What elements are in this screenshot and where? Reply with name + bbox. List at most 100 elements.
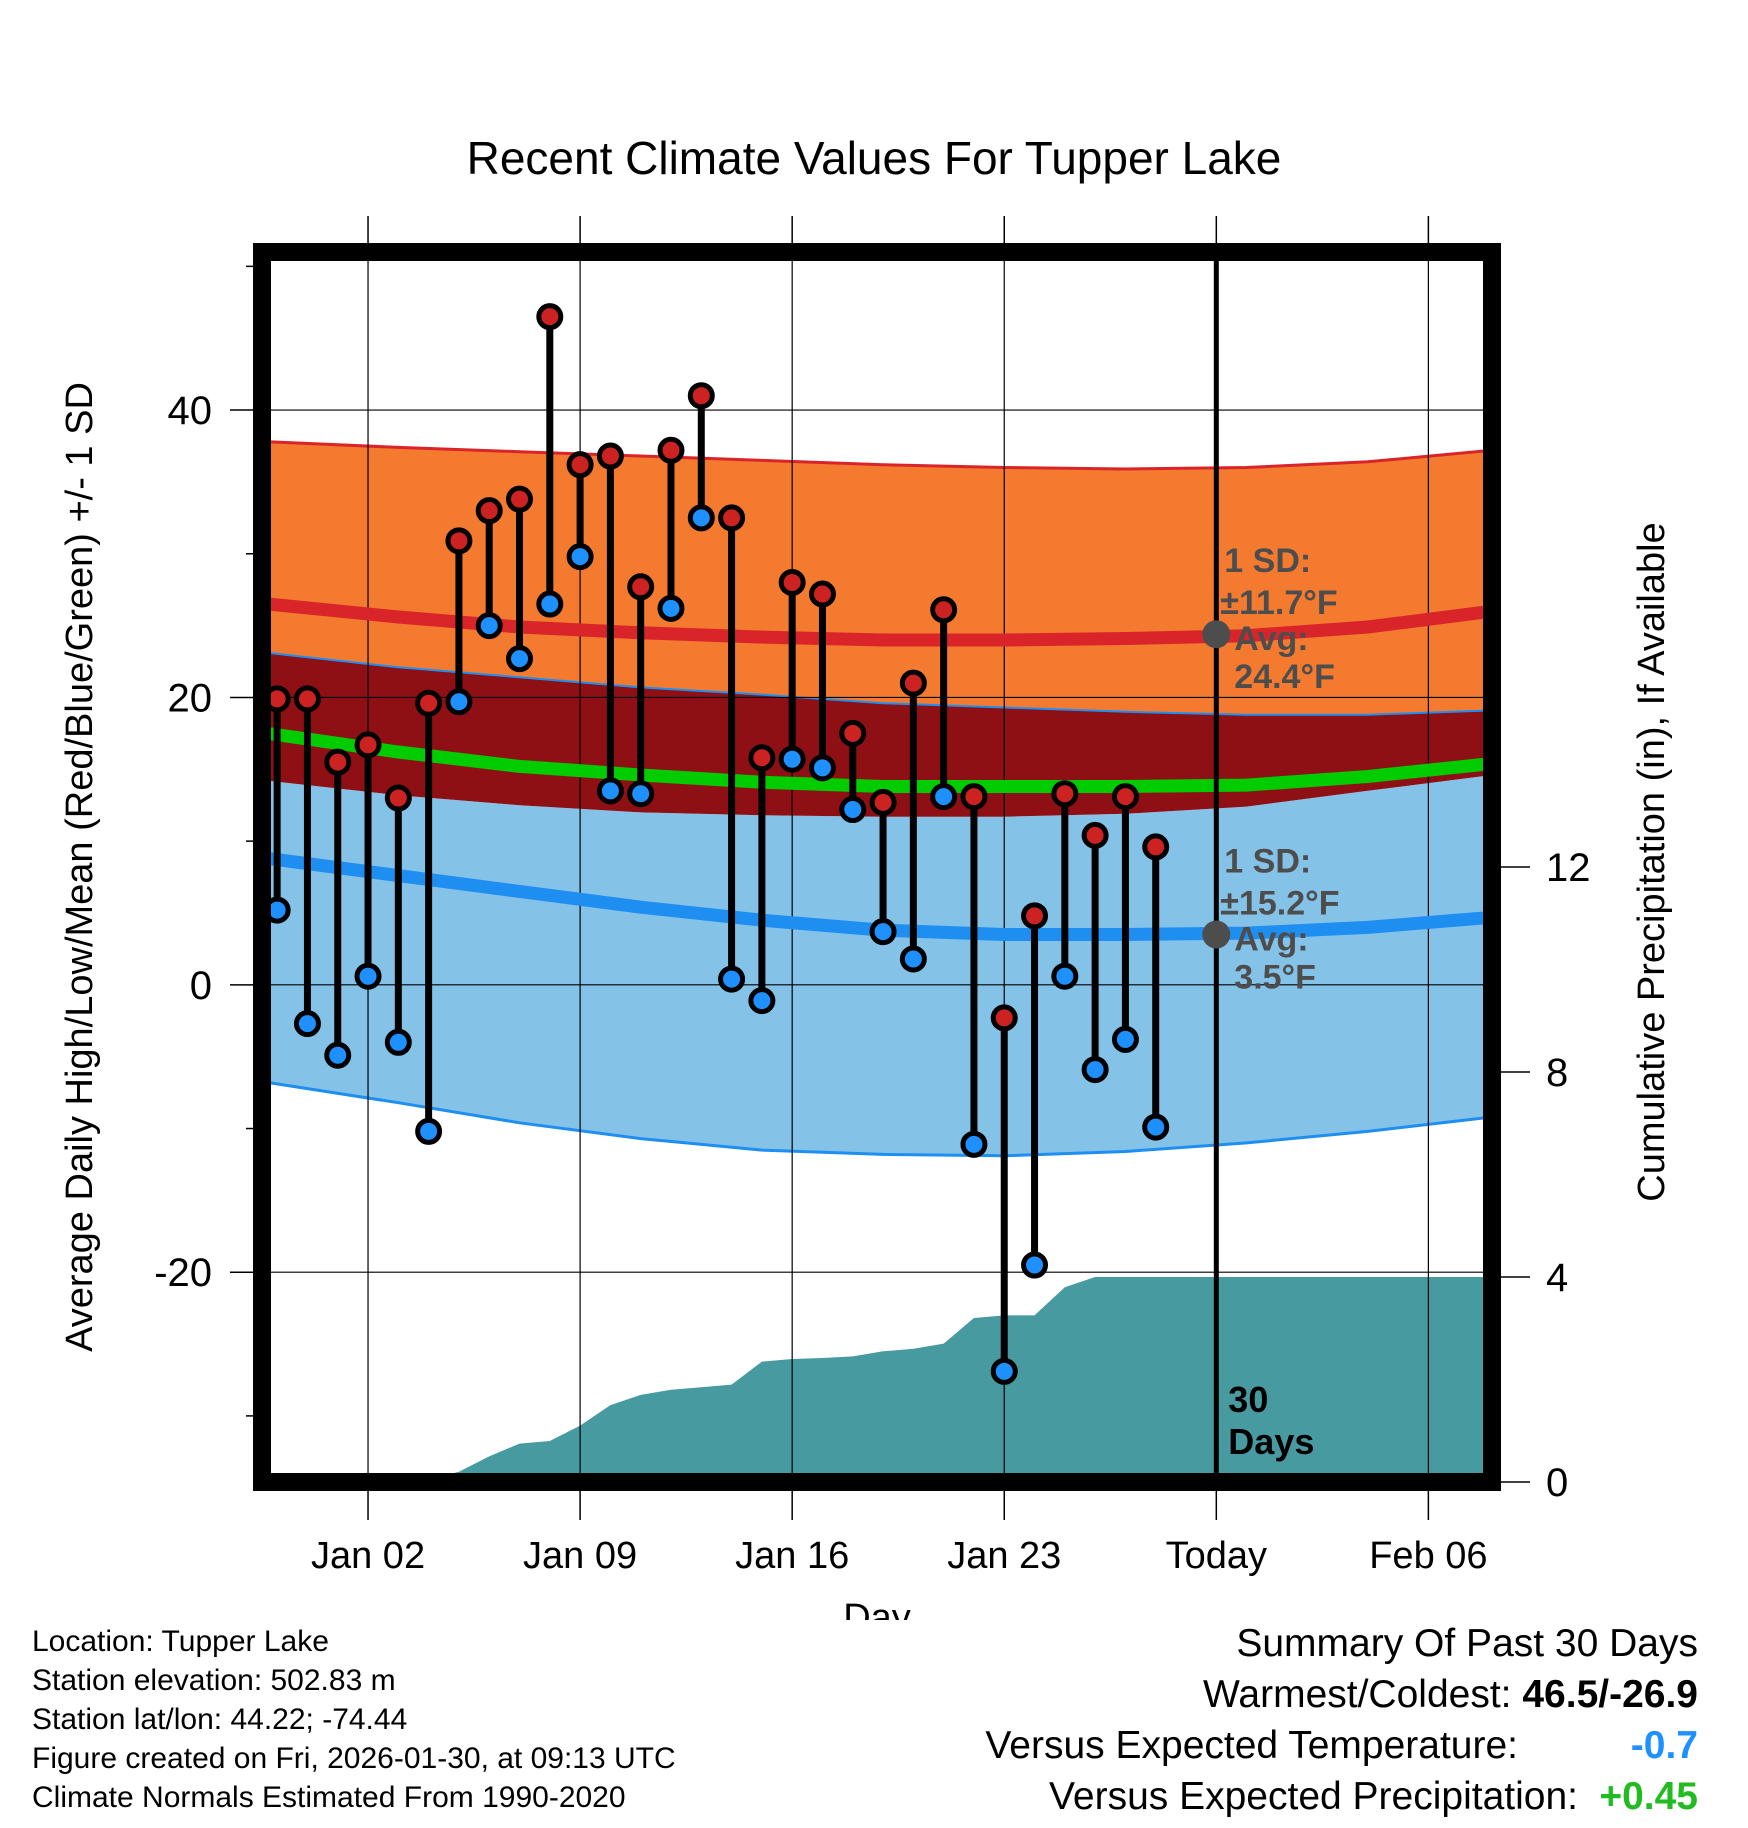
daily-high-dot	[627, 573, 655, 601]
daily-high-dot	[1021, 902, 1049, 930]
high-annotation-line: 24.4°F	[1234, 658, 1335, 696]
chart-title: Recent Climate Values For Tupper Lake	[467, 132, 1282, 184]
daily-low-dot	[506, 645, 534, 673]
y2-tick-label: 0	[1546, 1461, 1568, 1505]
x-tick-label: Jan 16	[735, 1535, 849, 1577]
x-tick-label: Jan 23	[947, 1535, 1061, 1577]
daily-high-dot	[869, 788, 897, 816]
daily-low-dot	[566, 543, 594, 571]
days-label-text: Days	[1228, 1421, 1314, 1462]
axes: Jan 02 Jan 09 Jan 16 Jan 23 Today Feb 06 -20 0 2…	[59, 216, 1673, 1620]
plot-frame	[253, 243, 1501, 1491]
warmest-row: Warmest/Coldest: 46.5/-26.9	[985, 1669, 1698, 1720]
daily-high-dot	[445, 527, 473, 555]
daily-high-dot	[566, 451, 594, 479]
summary-title: Summary Of Past 30 Days	[1236, 1622, 1698, 1665]
daily-high-dot	[657, 436, 685, 464]
x-axis-label: Day	[843, 1597, 911, 1620]
x-tick-label: Feb 06	[1369, 1535, 1487, 1577]
x-tick-label: Jan 09	[523, 1535, 637, 1577]
y-tick-label: 20	[168, 676, 213, 720]
daily-values	[263, 303, 1170, 1385]
daily-high-dot	[687, 382, 715, 410]
precip-value: +0.45	[1599, 1775, 1698, 1818]
y-tick-label: -20	[154, 1251, 212, 1295]
daily-low-dot	[899, 945, 927, 973]
daily-low-dot	[1051, 962, 1079, 990]
warmest-label: Warmest/Coldest:	[1203, 1673, 1512, 1716]
daily-low-dot	[930, 783, 958, 811]
daily-low-dot	[808, 754, 836, 782]
daily-low-dot	[627, 780, 655, 808]
y-axis-label: Average Daily High/Low/Mean (Red/Blue/Gr…	[59, 382, 101, 1352]
station-info: Location: Tupper Lake Station elevation:…	[32, 1622, 676, 1817]
temp-label: Versus Expected Temperature:	[985, 1724, 1518, 1767]
x-tick-label: Jan 02	[311, 1535, 425, 1577]
daily-low-dot	[718, 965, 746, 993]
daily-low-dot	[293, 1010, 321, 1038]
daily-high-dot	[415, 689, 443, 717]
latlon-text: Station lat/lon: 44.22; -74.44	[32, 1703, 408, 1736]
daily-high-dot	[506, 485, 534, 513]
daily-high-dot	[475, 497, 503, 525]
y2-tick-label: 4	[1546, 1256, 1568, 1300]
daily-low-dot	[960, 1130, 988, 1158]
daily-high-dot	[808, 580, 836, 608]
daily-high-dot	[718, 504, 746, 532]
precip-label: Versus Expected Precipitation:	[1049, 1775, 1578, 1818]
high-lower-edge	[267, 651, 1493, 716]
days-label-number: 30	[1228, 1379, 1268, 1420]
climate-chart: Recent Climate Values For Tupper Lake 30…	[59, 132, 1673, 1620]
normals-text: Climate Normals Estimated From 1990-2020	[32, 1781, 626, 1814]
low-annotation-line: ±15.2°F	[1220, 885, 1339, 923]
daily-high-dot	[748, 744, 776, 772]
precipitation-area	[268, 1277, 1493, 1482]
low-sd-band	[268, 775, 1493, 1156]
location-text: Location: Tupper Lake	[32, 1625, 329, 1658]
y2-tick-label: 8	[1546, 1051, 1568, 1095]
daily-low-dot	[324, 1041, 352, 1069]
daily-low-dot	[748, 987, 776, 1015]
daily-low-dot	[596, 777, 624, 805]
high-upper-edge	[268, 440, 1493, 471]
high-avg-dot	[1202, 620, 1231, 649]
daily-high-dot	[930, 596, 958, 624]
daily-low-dot	[869, 918, 897, 946]
daily-low-dot	[354, 962, 382, 990]
daily-high-dot	[1142, 833, 1170, 861]
daily-high-dot	[899, 669, 927, 697]
daily-low-dot	[445, 688, 473, 716]
precip-row: Versus Expected Precipitation: +0.45	[985, 1771, 1698, 1822]
daily-high-dot	[293, 685, 321, 713]
daily-low-dot	[657, 594, 685, 622]
high-annotation-line: Avg:	[1234, 620, 1308, 658]
daily-low-dot	[536, 590, 564, 618]
daily-low-dot	[1142, 1113, 1170, 1141]
low-annotation-line: 3.5°F	[1234, 959, 1316, 997]
y-tick-label: 40	[168, 389, 213, 433]
daily-high-dot	[1111, 783, 1139, 811]
daily-low-dot	[1081, 1056, 1109, 1084]
daily-low-dot	[1021, 1251, 1049, 1279]
daily-high-dot	[778, 568, 806, 596]
summary-panel: Summary Of Past 30 Days Warmest/Coldest:…	[985, 1618, 1698, 1822]
daily-high-dot	[1051, 780, 1079, 808]
daily-low-dot	[778, 745, 806, 773]
normal-mean-line	[267, 726, 1493, 793]
daily-low-dot	[990, 1357, 1018, 1385]
x-tick-label: Today	[1166, 1535, 1267, 1577]
precip-area	[268, 1277, 1493, 1482]
high-sd-band	[268, 441, 1493, 715]
daily-high-dot	[354, 731, 382, 759]
temp-row: Versus Expected Temperature: -0.7	[985, 1720, 1698, 1771]
daily-low-dot	[475, 612, 503, 640]
y-tick-label: 0	[190, 964, 212, 1008]
daily-low-dot	[384, 1028, 412, 1056]
daily-high-dot	[324, 748, 352, 776]
y2-axis-label: Cumulative Precipitation (in), If Availa…	[1631, 522, 1673, 1201]
daily-high-dot	[839, 719, 867, 747]
daily-high-dot	[990, 1004, 1018, 1032]
y2-tick-label: 12	[1546, 846, 1591, 890]
daily-low-dot	[415, 1117, 443, 1145]
